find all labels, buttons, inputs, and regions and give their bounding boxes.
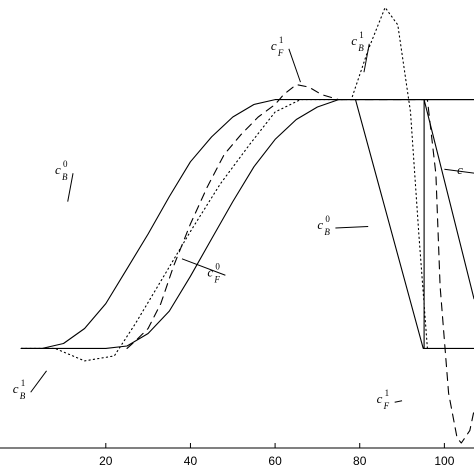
annotation-name-3: c bbox=[351, 33, 357, 48]
x-tick-label-3: 60 bbox=[268, 454, 282, 468]
annotation-sub-7: F bbox=[383, 401, 390, 411]
annotation-sup-5: 0 bbox=[325, 214, 330, 224]
annotation-label-4: c 0 F bbox=[207, 261, 220, 284]
annotation-label-6: c 1 B bbox=[13, 378, 26, 401]
annotation-name-7: c bbox=[377, 391, 383, 406]
annotation-label-8: c bbox=[457, 162, 463, 177]
annotation-name-5: c bbox=[317, 217, 323, 232]
annotation-label-1: c 0 B bbox=[55, 159, 68, 182]
annotation-sup-3: 1 bbox=[359, 30, 364, 40]
x-axis: 20 40 60 80 100 bbox=[0, 443, 474, 468]
annotation-leader-2 bbox=[288, 48, 301, 83]
annotation-sub-5: B bbox=[324, 227, 330, 237]
annotation-leader-1 bbox=[67, 173, 74, 202]
annotation-sup-2: 1 bbox=[279, 35, 284, 45]
annotation-name-6: c bbox=[13, 381, 19, 396]
series-line-3 bbox=[354, 99, 474, 349]
annotation-name-4: c bbox=[207, 264, 213, 279]
x-tick-label-1: 20 bbox=[99, 454, 113, 468]
annotation-sub-1: B bbox=[62, 172, 68, 182]
x-tick-label-2: 40 bbox=[184, 454, 198, 468]
annotation-name-8: c bbox=[457, 162, 463, 177]
annotation-sup-6: 1 bbox=[21, 378, 26, 388]
annotation-leader-6 bbox=[30, 370, 47, 393]
series-line-5 bbox=[423, 99, 474, 300]
series-line-7 bbox=[126, 84, 474, 444]
annotation-leader-5 bbox=[335, 225, 369, 229]
annotation-name-1: c bbox=[55, 162, 61, 177]
annotation-leader-8 bbox=[444, 168, 474, 174]
annotation-label-5: c 0 B bbox=[317, 214, 330, 237]
annotation-sup-4: 0 bbox=[215, 261, 220, 271]
annotation-sub-6: B bbox=[20, 391, 26, 401]
annotation-layer: c 0Bc 1Fc 1Bc 0Fc 0Bc 1B c 1Fc bbox=[13, 30, 474, 411]
x-tick-label-4: 80 bbox=[353, 454, 367, 468]
annotation-label-3: c 1 B bbox=[351, 30, 364, 53]
annotation-sub-3: B bbox=[358, 43, 364, 53]
series-layer bbox=[20, 6, 474, 444]
annotation-leader-4 bbox=[181, 258, 226, 276]
annotation-sup-7: 1 bbox=[385, 388, 390, 398]
annotation-label-7: c 1 F bbox=[377, 388, 390, 411]
annotation-leader-7 bbox=[394, 400, 403, 403]
x-tick-label-5: 100 bbox=[434, 454, 454, 468]
annotation-name-2: c bbox=[271, 38, 277, 53]
series-line-6 bbox=[20, 6, 428, 362]
annotation-sub-4: F bbox=[213, 274, 220, 284]
annotation-label-2: c 1 F bbox=[271, 35, 284, 58]
annotation-leader-3 bbox=[363, 43, 370, 73]
annotation-sub-2: F bbox=[277, 48, 284, 58]
annotation-sup-1: 0 bbox=[63, 159, 68, 169]
